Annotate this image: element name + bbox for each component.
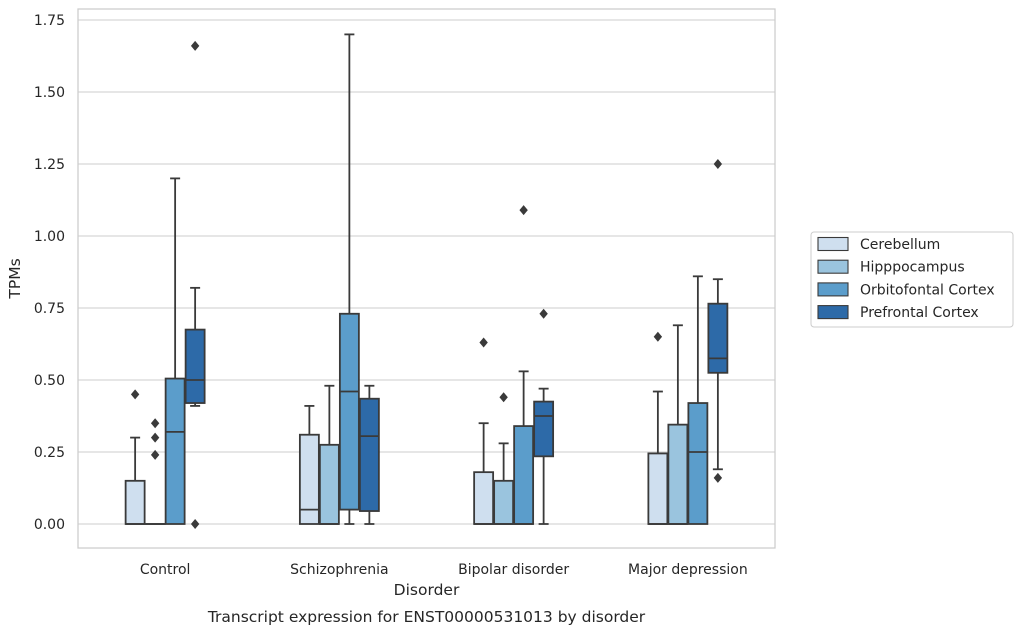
box-body: [687, 402, 709, 525]
y-tick-label: 0.50: [34, 373, 65, 389]
legend-label: Prefrontal Cortex: [860, 305, 979, 321]
box-prefrontal-cortex: [184, 40, 206, 529]
box-orbitofontal-cortex: [513, 205, 535, 525]
box-body: [164, 377, 186, 525]
box-prefrontal-cortex: [533, 308, 555, 525]
outlier-point: [150, 432, 160, 443]
box-cerebellum: [647, 331, 669, 525]
box-prefrontal-cortex: [358, 384, 380, 525]
legend-swatch: [817, 305, 849, 320]
box-orbitofontal-cortex: [687, 275, 709, 525]
box-orbitofontal-cortex: [338, 33, 360, 525]
y-tick-label: 1.50: [34, 85, 65, 101]
y-tick-label: 0.25: [34, 445, 65, 461]
x-axis-label: Disorder: [394, 581, 460, 599]
outlier-point: [150, 449, 160, 460]
outlier-point: [150, 418, 160, 429]
box-prefrontal-cortex: [707, 159, 729, 483]
box-hipppocampus: [493, 392, 515, 525]
legend-swatch: [817, 259, 849, 274]
box-body: [493, 479, 515, 525]
outlier-point: [519, 205, 528, 216]
legend-swatch: [817, 282, 849, 297]
box-body: [533, 400, 555, 458]
box-body: [513, 425, 535, 525]
x-tick-label: Schizophrenia: [290, 562, 388, 578]
box-body: [318, 443, 340, 525]
outlier-point: [190, 519, 200, 529]
y-tick-label: 1.75: [34, 13, 65, 29]
x-tick-label: Control: [140, 562, 191, 578]
box-body: [184, 328, 206, 404]
chart-title: Transcript expression for ENST0000053101…: [207, 608, 646, 626]
x-tick-label: Major depression: [628, 562, 748, 578]
box-body: [667, 423, 689, 525]
box-series: [124, 33, 729, 529]
box-body: [124, 479, 146, 525]
x-tick-labels: Control Schizophrenia Bipolar disorder Majo…: [140, 562, 748, 578]
legend-label: Orbitofontal Cortex: [860, 282, 995, 298]
outlier-point: [130, 389, 140, 400]
legend-swatch: [817, 236, 849, 252]
outlier-point: [713, 472, 723, 483]
box-body: [298, 433, 320, 525]
box-body: [338, 312, 360, 511]
box-body: [358, 397, 380, 512]
box-orbitofontal-cortex: [164, 177, 186, 525]
box-body: [473, 471, 495, 525]
legend: Cerebellum Hipppocampus Orbitofontal Corte…: [810, 231, 1014, 328]
outlier-point: [539, 308, 548, 319]
y-tick-labels: 0.00 0.25 0.50 0.75 1.00 1.25 1.50 1.75: [34, 13, 65, 533]
box-cerebellum: [124, 389, 146, 525]
y-tick-label: 1.00: [34, 229, 65, 245]
outlier-point: [190, 40, 200, 51]
box-cerebellum: [473, 337, 495, 525]
legend-label: Cerebellum: [860, 237, 940, 253]
outlier-point: [479, 337, 488, 348]
plot-area-frame: [77, 8, 776, 549]
box-hipppocampus: [667, 324, 689, 525]
legend-frame: [810, 231, 1014, 328]
outlier-point: [713, 159, 723, 169]
x-tick-label: Bipolar disorder: [458, 562, 569, 578]
y-tick-label: 1.25: [34, 157, 65, 173]
box-cerebellum: [298, 405, 320, 525]
box-hipppocampus: [144, 418, 166, 525]
legend-label: Hipppocampus: [860, 260, 965, 276]
outlier-point: [499, 392, 508, 403]
box-body: [707, 302, 729, 374]
outlier-point: [653, 331, 663, 342]
box-body: [647, 452, 669, 525]
y-tick-label: 0.00: [34, 517, 65, 533]
y-tick-label: 0.75: [34, 301, 65, 317]
box-hipppocampus: [318, 384, 340, 525]
y-axis-label: TPMs: [6, 258, 24, 299]
